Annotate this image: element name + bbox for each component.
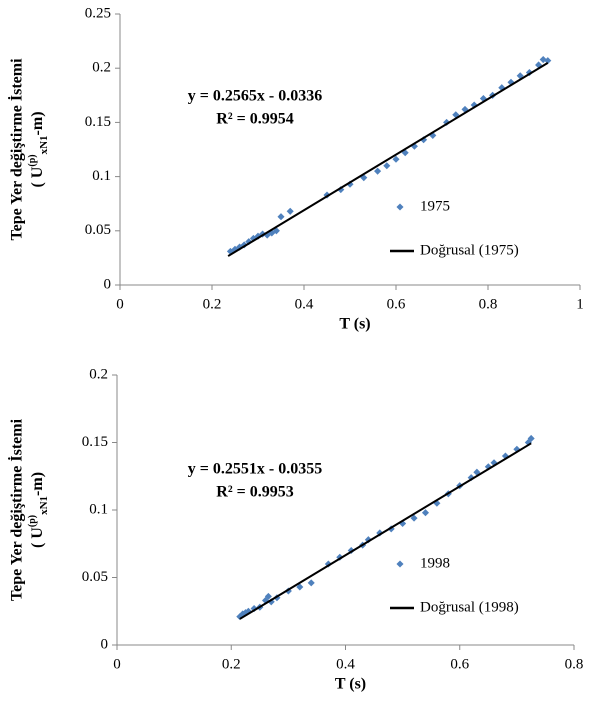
x-tick-label: 0.2 (203, 296, 222, 312)
y-tick-label: 0.15 (85, 114, 111, 130)
y-axis-title-part: xN1 (38, 496, 50, 515)
x-axis-title: T (s) (339, 316, 370, 333)
chart: 0 0.05 0.1 0.15 0.2 0 0.2 0.4 0.6 0.8 T (s) Tepe Ye… (7, 366, 584, 692)
x-tick-label: 0 (113, 656, 121, 672)
y-tick-label: 0 (104, 276, 112, 292)
chart: 0 0.05 0.1 0.15 0.2 0.25 0 0.2 0.4 0.6 0.8 1 T (s) Te… (7, 5, 584, 332)
y-tick-label: 0.05 (82, 569, 108, 585)
legend-marker (396, 203, 404, 211)
y-tick-label: 0.15 (82, 434, 108, 450)
data-point (392, 155, 400, 163)
data-point (264, 592, 272, 600)
y-axis-title-part: (p) (27, 515, 38, 527)
y-tick-label: 0.2 (89, 366, 108, 382)
legend-marker (396, 560, 404, 568)
data-point (277, 213, 285, 221)
data-point (410, 514, 418, 522)
y-tick-label: 0.1 (89, 501, 108, 517)
x-tick-label: 0.8 (565, 656, 584, 672)
y-axis-title: Tepe Yer değiştirme İstemi (7, 418, 26, 601)
data-point (296, 583, 304, 591)
x-tick-label: 0.2 (222, 656, 241, 672)
y-axis-title: ( U(p)xN1-m) (27, 111, 50, 187)
y-tick-label: 0 (101, 636, 109, 652)
x-tick-label: 0.6 (450, 656, 469, 672)
y-axis-title: ( U(p)xN1-m) (27, 472, 50, 548)
y-tick-label: 0.1 (92, 168, 111, 184)
y-tick-label: 0.2 (92, 60, 111, 76)
x-tick-label: 0.8 (479, 296, 498, 312)
x-tick-label: 0 (116, 296, 124, 312)
y-axis-title-part: (p) (27, 154, 38, 166)
data-point (374, 167, 382, 175)
data-point (383, 162, 391, 170)
trend-equation: R² = 0.9953 (216, 484, 293, 501)
y-axis-title-part: ( U (29, 527, 46, 548)
trend-line (239, 442, 532, 620)
x-axis-title: T (s) (335, 676, 366, 693)
legend-label: Doğrusal (1975) (420, 242, 519, 258)
y-axis-title: Tepe Yer değiştirme İstemi (7, 58, 26, 241)
x-tick-label: 0.4 (295, 296, 314, 312)
x-tick-label: 0.6 (387, 296, 406, 312)
data-point (307, 579, 315, 587)
trend-line (227, 62, 549, 257)
y-axis-title-part: ( U (29, 166, 46, 187)
legend-label: 1975 (420, 198, 450, 214)
y-axis-title-part: -m) (29, 472, 46, 496)
x-tick-label: 0.4 (336, 656, 355, 672)
legend-label: Doğrusal (1998) (420, 599, 519, 615)
trend-equation: y = 0.2551x - 0.0355 (188, 461, 322, 478)
data-point (421, 509, 430, 517)
data-point (544, 57, 552, 65)
trend-equation: y = 0.2565x - 0.0336 (188, 88, 322, 105)
data-point (527, 434, 535, 442)
y-tick-label: 0.05 (85, 222, 111, 238)
legend-label: 1998 (420, 555, 450, 571)
y-tick-label: 0.25 (85, 5, 111, 21)
x-tick-label: 1 (576, 296, 584, 312)
y-axis-title-part: xN1 (38, 135, 50, 154)
data-point (286, 207, 294, 215)
trend-equation: R² = 0.9954 (216, 111, 293, 128)
y-axis-title-part: -m) (29, 111, 46, 135)
